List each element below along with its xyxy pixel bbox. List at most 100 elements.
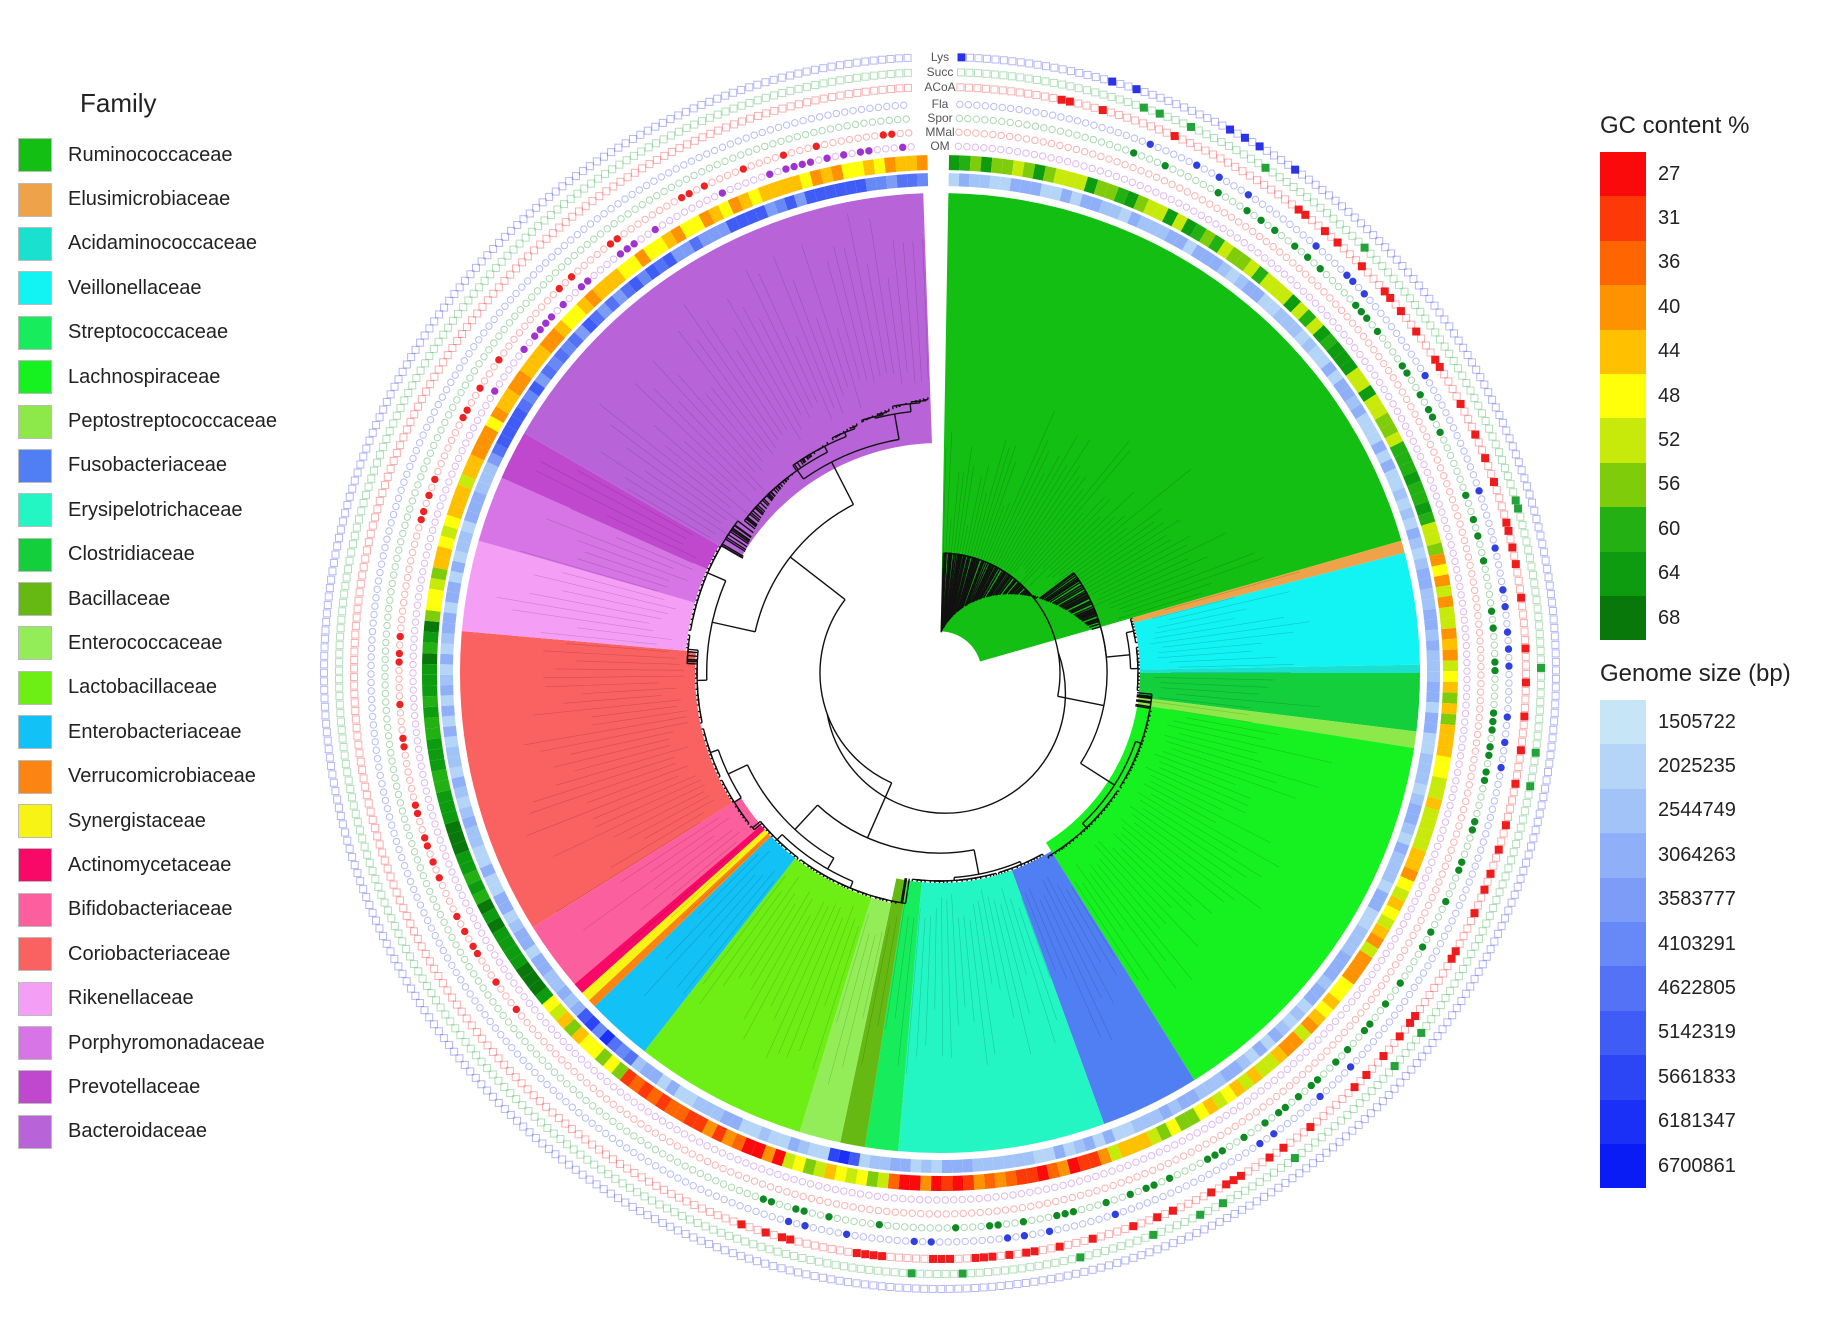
ring-marker: [666, 1222, 675, 1231]
ring-marker: [356, 579, 365, 588]
ring-marker: [1463, 957, 1472, 966]
ring-marker: [777, 73, 786, 82]
ring-marker: [827, 62, 836, 71]
ring-marker: [1132, 1158, 1140, 1166]
ring-marker: [1522, 858, 1531, 867]
ring-marker: [454, 883, 463, 892]
ring-marker: [548, 1108, 557, 1117]
gc-content-cell: [916, 155, 928, 171]
ring-marker: [877, 117, 885, 125]
ring-marker: [1385, 392, 1393, 401]
ring-marker: [1296, 188, 1305, 197]
ring-marker: [429, 858, 437, 866]
ring-marker: [895, 69, 904, 78]
ring-marker: [1158, 1178, 1166, 1186]
ring-marker: [1343, 271, 1351, 279]
ring-marker: [382, 638, 390, 647]
ring-marker: [651, 1215, 660, 1224]
ring-marker: [1022, 135, 1031, 143]
ring-marker: [1536, 680, 1545, 689]
ring-marker: [998, 103, 1006, 112]
ring-marker: [473, 309, 482, 318]
genome-size-cell: [450, 560, 466, 574]
ring-marker: [1476, 373, 1485, 382]
ring-marker: [1177, 154, 1186, 162]
gc-content-cell: [549, 1002, 568, 1021]
gc-legend-item: 56: [1600, 462, 1749, 508]
ring-marker: [541, 259, 550, 267]
ring-marker: [620, 230, 628, 238]
ring-marker: [1154, 143, 1162, 152]
ring-marker: [904, 83, 913, 92]
ring-marker: [396, 700, 404, 709]
ring-marker: [1392, 255, 1401, 264]
family-legend-label: Bacteroidaceae: [68, 1120, 207, 1143]
ring-marker: [1471, 942, 1480, 951]
ring-marker: [506, 296, 515, 304]
ring-marker: [386, 464, 395, 473]
ring-marker: [1475, 801, 1483, 809]
ring-marker: [368, 866, 377, 875]
gc-content-cell: [1253, 1059, 1272, 1078]
ring-marker: [652, 139, 661, 148]
ring-marker: [710, 146, 719, 155]
ring-marker: [472, 1028, 481, 1037]
ring-marker: [1344, 207, 1353, 216]
genome-size-legend-item: 3583777: [1600, 877, 1791, 922]
ring-marker: [1345, 337, 1354, 345]
ring-marker: [1267, 259, 1276, 267]
ring-marker: [556, 1134, 565, 1143]
gc-content-cell: [1259, 272, 1278, 292]
ring-marker: [1472, 365, 1481, 374]
ring-marker: [1122, 131, 1131, 140]
ring-marker: [589, 1084, 598, 1093]
ring-marker: [374, 577, 383, 585]
ring-marker: [1097, 138, 1106, 146]
gc-content-cell: [663, 1098, 681, 1118]
ring-marker: [456, 948, 465, 956]
ring-marker: [444, 926, 452, 934]
ring-marker: [378, 848, 387, 857]
ring-marker: [416, 366, 425, 375]
ring-marker: [666, 1121, 674, 1130]
gc-content-cell: [651, 236, 669, 256]
ring-marker: [439, 946, 448, 955]
ring-marker: [1533, 731, 1542, 740]
ring-marker: [1173, 1221, 1182, 1230]
ring-marker: [1477, 662, 1485, 671]
genome-size-legend-swatch: [1600, 788, 1646, 834]
ring-marker: [1427, 1015, 1436, 1024]
ring-marker: [1190, 207, 1198, 215]
ring-marker: [1488, 726, 1496, 734]
ring-marker: [1175, 199, 1183, 207]
ring-marker: [903, 1254, 912, 1263]
ring-marker: [866, 1205, 874, 1214]
ring-marker: [1474, 934, 1483, 943]
family-legend-label: Verrucomicrobiaceae: [68, 765, 256, 788]
sector-bacteroidaceae: [524, 193, 932, 558]
ring-marker: [1413, 445, 1421, 453]
ring-marker: [1442, 408, 1450, 417]
ring-marker: [752, 1207, 760, 1216]
ring-marker: [367, 695, 376, 704]
ring-marker: [674, 127, 683, 136]
family-legend-label: Enterococcaceae: [68, 631, 223, 654]
ring-marker: [1334, 1035, 1343, 1043]
ring-marker: [1149, 1230, 1158, 1239]
ring-marker: [730, 120, 739, 129]
ring-marker: [799, 1192, 807, 1201]
ring-marker: [1491, 666, 1499, 675]
ring-marker: [473, 416, 482, 425]
ring-marker: [1448, 793, 1456, 802]
ring-marker: [388, 579, 396, 588]
gc-content-cell: [1352, 375, 1371, 394]
ring-marker: [651, 1145, 660, 1154]
ring-marker: [1407, 376, 1416, 384]
genome-size-cell: [1098, 200, 1113, 216]
ring-marker: [580, 225, 588, 233]
ring-marker: [1357, 308, 1366, 316]
ring-marker: [484, 991, 492, 999]
ring-marker: [927, 1238, 935, 1246]
ring-marker: [935, 1224, 943, 1232]
family-legend-label: Clostridiaceae: [68, 543, 195, 566]
